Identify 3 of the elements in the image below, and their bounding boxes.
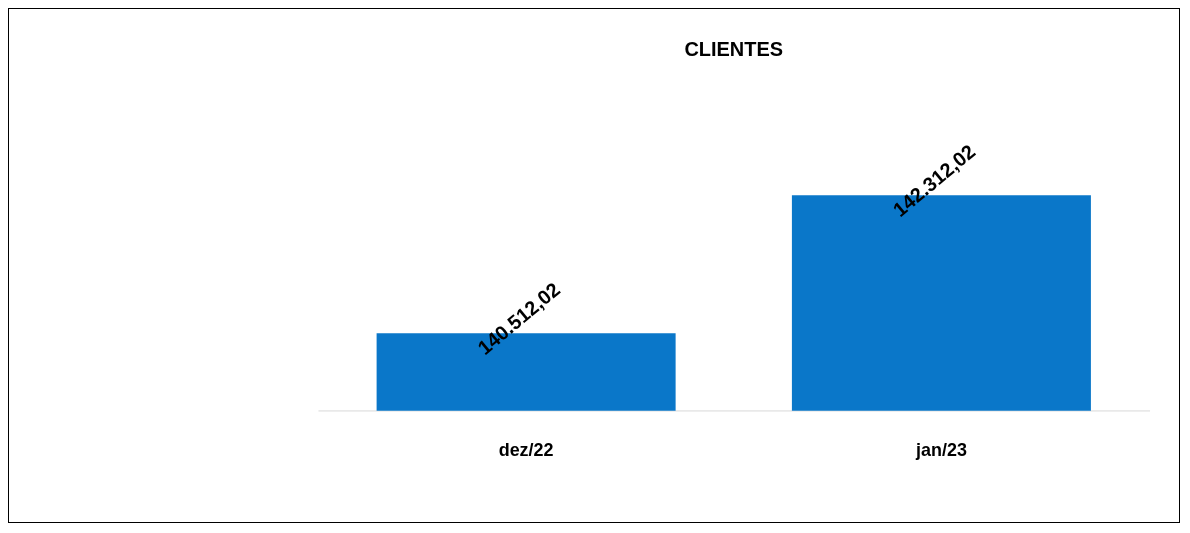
- chart-title: CLIENTES: [684, 38, 784, 61]
- x-tick-label: jan/23: [914, 440, 967, 461]
- x-tick-label: dez/22: [498, 440, 554, 461]
